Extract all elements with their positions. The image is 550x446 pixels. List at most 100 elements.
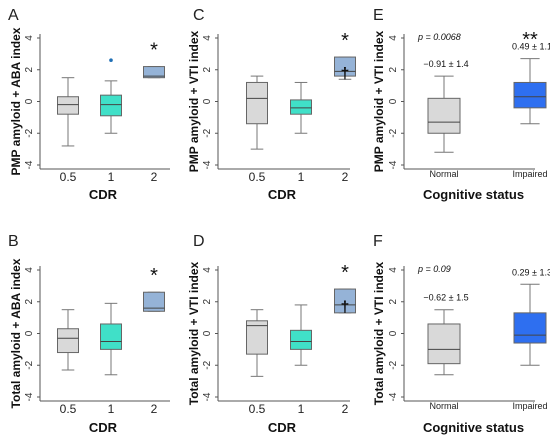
box-body [57,96,79,115]
dagger-mark: † [341,299,350,316]
box-1 [100,302,122,376]
box-impaired [513,283,547,366]
y-tick-label: 0 [202,98,213,104]
box-1 [100,80,122,134]
box-normal [427,309,461,376]
y-tick-label: 2 [24,67,35,73]
y-axis-title: PMP amyloid + VTI index [372,30,386,172]
box-body [334,288,356,314]
x-tick-label: 0.5 [60,402,77,416]
y-tick-label: 4 [24,35,35,41]
y-tick-label: 0 [388,330,399,336]
panel-label: E [373,7,384,24]
x-axis-title: CDR [268,187,297,202]
p-value-label: p = 0.09 [417,264,451,274]
box-1 [290,304,312,366]
y-tick-label: 4 [24,267,35,273]
x-axis-title: Cognitive status [423,420,524,435]
x-tick-label: 2 [151,170,158,184]
outlier-point [109,58,113,63]
box-body [513,312,547,344]
y-axis-title: Total amyloid + VTI index [187,261,201,405]
box-body [100,94,122,117]
y-tick-label: -4 [202,392,213,401]
y-tick-label: 2 [202,299,213,305]
x-tick-label: 0.5 [249,402,266,416]
y-tick-label: 0 [202,330,213,336]
y-tick-label: -2 [388,128,399,137]
y-tick-label: 0 [24,98,35,104]
y-tick-label: -2 [388,360,399,369]
y-tick-label: -4 [24,392,35,401]
y-tick-label: -4 [202,160,213,169]
y-tick-label: -4 [388,160,399,169]
y-tick-label: -2 [202,360,213,369]
x-tick-label: 1 [298,402,305,416]
box-body [143,291,165,312]
x-tick-label: Normal [429,401,458,411]
y-axis-title: Total amyloid + VTI index [372,261,386,405]
panel-label: B [8,233,19,250]
y-tick-label: 0 [24,330,35,336]
panel-label: F [373,233,383,250]
box-2 [143,66,165,79]
panel-label: A [8,7,19,24]
box-body [290,99,312,115]
x-tick-label: Impaired [512,401,547,411]
significance-stars: ** [522,29,538,51]
p-value-label: p = 0.0068 [417,32,461,42]
box-body [57,328,79,354]
box-0-5 [57,309,79,371]
y-tick-label: -4 [388,392,399,401]
y-tick-label: 2 [202,67,213,73]
box-normal [427,75,461,153]
box-2 [334,56,356,80]
box-body [246,320,268,355]
y-tick-label: 2 [24,299,35,305]
y-axis-title: Total amyloid + ABA index [9,258,23,408]
x-tick-label: 0.5 [60,170,77,184]
box-2 [334,288,356,314]
x-tick-label: 1 [108,170,115,184]
panel-label: D [193,233,205,250]
y-tick-label: 0 [388,98,399,104]
y-tick-label: -2 [202,128,213,137]
dagger-mark: † [341,65,350,82]
x-tick-label: 2 [342,170,349,184]
box-body [143,66,165,79]
mean-sd-label: 0.49 ± 1.1 [512,42,550,52]
y-tick-label: 4 [388,267,399,273]
box-body [290,329,312,350]
mean-sd-label: 0.29 ± 1.3 [512,267,550,277]
box-body [427,97,461,134]
significance-star: * [150,40,158,62]
box-impaired [513,58,547,125]
significance-star: * [341,30,349,52]
box-body [100,323,122,350]
significance-star: * [150,265,158,287]
x-tick-label: 2 [151,402,158,416]
y-tick-label: -4 [24,160,35,169]
x-tick-label: 0.5 [249,170,266,184]
x-axis-title: Cognitive status [423,187,524,202]
x-tick-label: 2 [342,402,349,416]
y-tick-label: -2 [24,128,35,137]
box-0-5 [246,309,268,377]
box-body [427,323,461,365]
y-tick-label: 2 [388,299,399,305]
box-body [513,81,547,109]
y-tick-label: 4 [388,35,399,41]
x-tick-label: 1 [108,402,115,416]
y-tick-label: 4 [202,35,213,41]
y-axis-title: PMP amyloid + VTI index [187,30,201,172]
panel-label: C [193,7,205,24]
x-axis-title: CDR [268,420,297,435]
box-body [246,81,268,125]
box-0-5 [246,75,268,150]
